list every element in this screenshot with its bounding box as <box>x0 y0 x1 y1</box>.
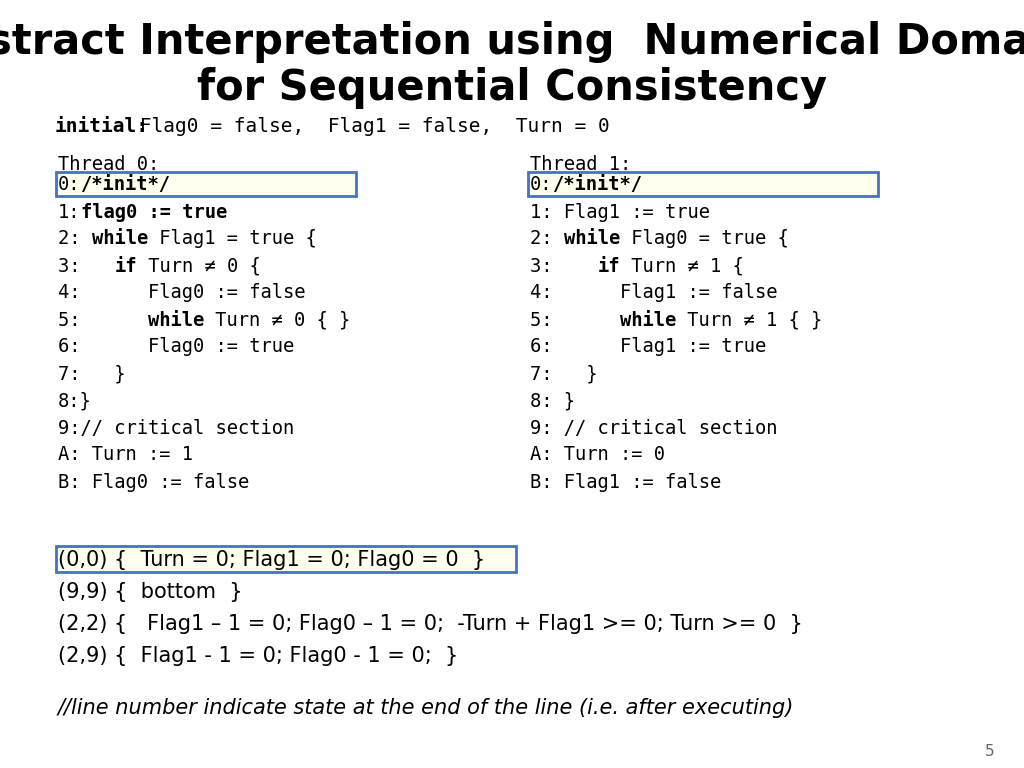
Text: 1:: 1: <box>58 203 81 221</box>
Text: 6:      Flag1 := true: 6: Flag1 := true <box>530 337 766 356</box>
Text: flag0 := true: flag0 := true <box>81 203 226 221</box>
Text: 0:: 0: <box>58 176 81 194</box>
Text: (2,9) {  Flag1 - 1 = 0; Flag0 - 1 = 0;  }: (2,9) { Flag1 - 1 = 0; Flag0 - 1 = 0; } <box>58 646 459 666</box>
Text: 7:   }: 7: } <box>58 365 126 383</box>
Text: Thread 0:: Thread 0: <box>58 155 160 174</box>
Text: Flag0 = false,  Flag1 = false,  Turn = 0: Flag0 = false, Flag1 = false, Turn = 0 <box>128 118 609 137</box>
Text: 7:   }: 7: } <box>530 365 597 383</box>
Text: /*init*/: /*init*/ <box>81 176 171 194</box>
Text: 6:      Flag0 := true: 6: Flag0 := true <box>58 337 294 356</box>
Text: 2:: 2: <box>58 230 92 249</box>
Text: 4:      Flag0 := false: 4: Flag0 := false <box>58 283 305 303</box>
Text: Thread 1:: Thread 1: <box>530 155 631 174</box>
Text: Flag1 = true {: Flag1 = true { <box>148 230 316 249</box>
Text: Abstract Interpretation using  Numerical Domains: Abstract Interpretation using Numerical … <box>0 21 1024 63</box>
Text: A: Turn := 1: A: Turn := 1 <box>58 445 193 465</box>
FancyBboxPatch shape <box>56 546 516 572</box>
Text: for Sequential Consistency: for Sequential Consistency <box>197 67 827 109</box>
Text: Turn ≠ 1 { }: Turn ≠ 1 { } <box>677 310 822 329</box>
Text: Turn ≠ 1 {: Turn ≠ 1 { <box>621 257 743 276</box>
Text: 2:: 2: <box>530 230 564 249</box>
Text: 3:: 3: <box>58 257 115 276</box>
Text: while: while <box>148 310 205 329</box>
Text: if: if <box>598 257 621 276</box>
Text: 9:// critical section: 9:// critical section <box>58 419 294 438</box>
Text: 1: Flag1 := true: 1: Flag1 := true <box>530 203 710 221</box>
Text: 5:: 5: <box>530 310 620 329</box>
Text: initial:: initial: <box>55 118 150 137</box>
Text: 5: 5 <box>985 744 995 760</box>
Text: 5:: 5: <box>58 310 148 329</box>
Text: (9,9) {  bottom  }: (9,9) { bottom } <box>58 582 243 602</box>
Text: while: while <box>621 310 677 329</box>
Text: /*init*/: /*init*/ <box>553 176 642 194</box>
Text: A: Turn := 0: A: Turn := 0 <box>530 445 665 465</box>
Text: 8: }: 8: } <box>530 392 575 411</box>
Text: B: Flag0 := false: B: Flag0 := false <box>58 472 249 492</box>
Text: 9: // critical section: 9: // critical section <box>530 419 777 438</box>
Text: (2,2) {   Flag1 – 1 = 0; Flag0 – 1 = 0;  -Turn + Flag1 >= 0; Turn >= 0  }: (2,2) { Flag1 – 1 = 0; Flag0 – 1 = 0; -T… <box>58 614 803 634</box>
Text: while: while <box>564 230 621 249</box>
Text: (0,0) {  Turn = 0; Flag1 = 0; Flag0 = 0  }: (0,0) { Turn = 0; Flag1 = 0; Flag0 = 0 } <box>58 550 485 570</box>
Text: if: if <box>115 257 137 276</box>
Text: B: Flag1 := false: B: Flag1 := false <box>530 472 721 492</box>
Text: Turn ≠ 0 {: Turn ≠ 0 { <box>137 257 261 276</box>
Text: while: while <box>92 230 148 249</box>
Text: 0:: 0: <box>530 176 553 194</box>
Text: Turn ≠ 0 { }: Turn ≠ 0 { } <box>205 310 351 329</box>
Text: 4:      Flag1 := false: 4: Flag1 := false <box>530 283 777 303</box>
Text: 8:}: 8:} <box>58 392 92 411</box>
FancyBboxPatch shape <box>528 172 878 196</box>
Text: 3:: 3: <box>530 257 597 276</box>
Text: //line number indicate state at the end of the line (i.e. after executing): //line number indicate state at the end … <box>58 698 795 718</box>
FancyBboxPatch shape <box>56 172 356 196</box>
Text: Flag0 = true {: Flag0 = true { <box>621 230 788 249</box>
